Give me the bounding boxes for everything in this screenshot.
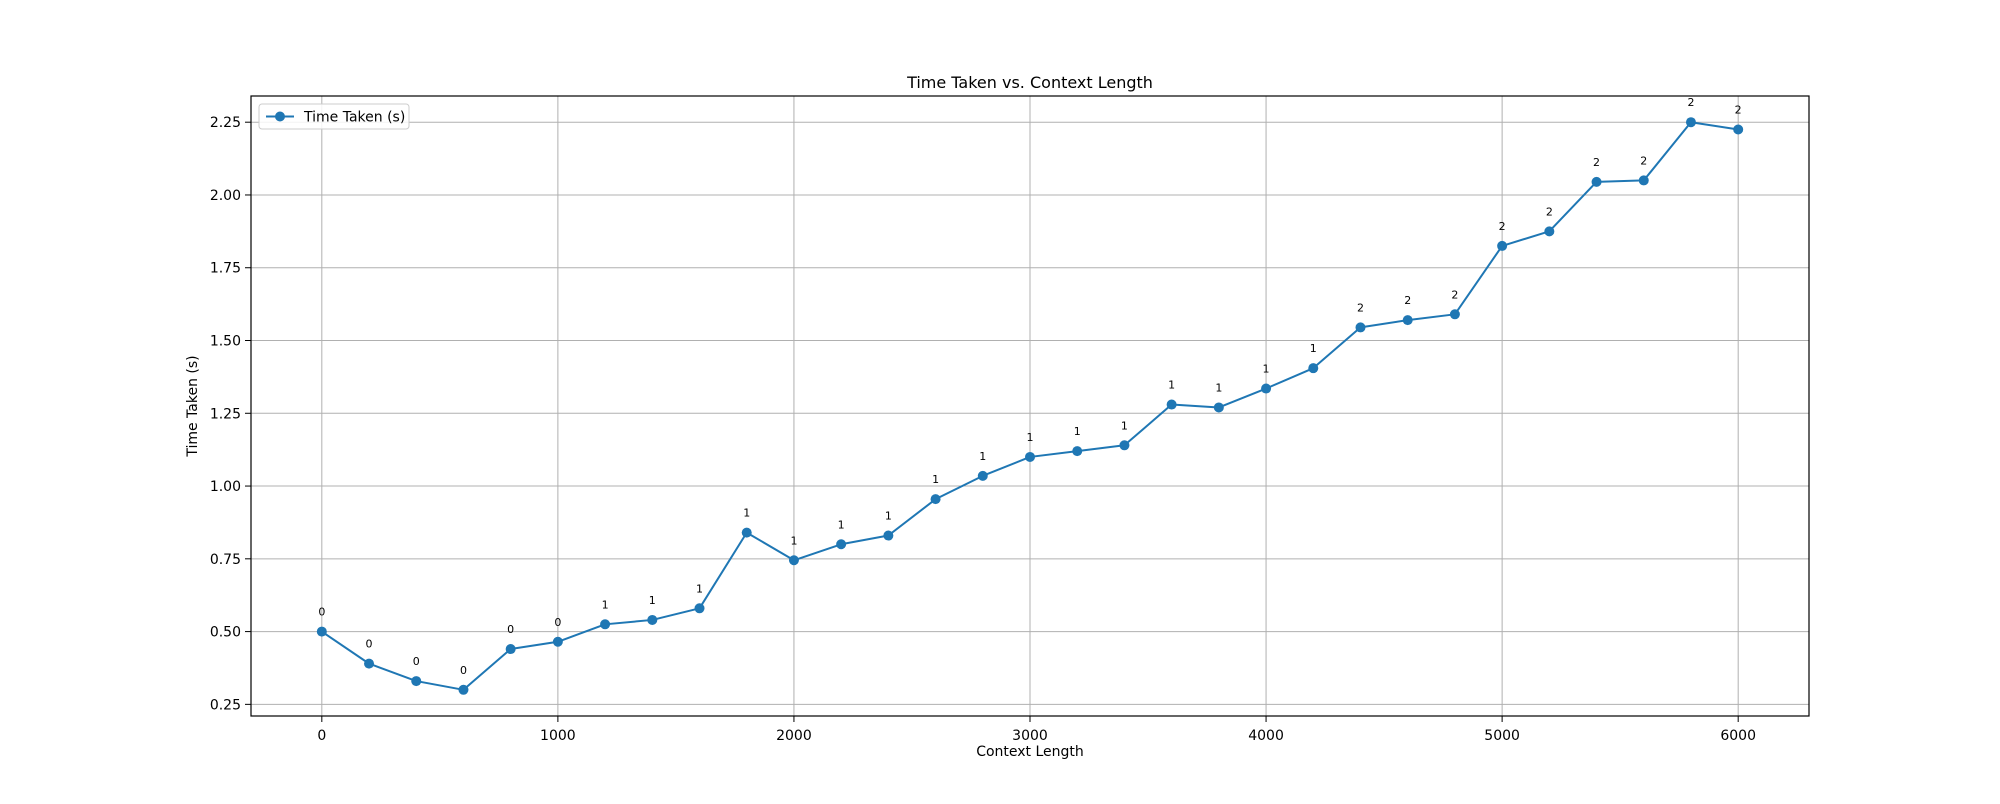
data-point: [1025, 451, 1035, 462]
data-point: [600, 619, 611, 630]
data-point-label: 2: [1640, 154, 1647, 167]
data-point: [1685, 117, 1696, 128]
data-point-label: 2: [1687, 96, 1694, 109]
data-point: [1261, 383, 1272, 394]
data-point-label: 1: [1168, 379, 1175, 392]
data-point-label: 1: [885, 510, 892, 523]
data-point-label: 2: [1593, 156, 1600, 169]
data-point-label: 2: [1451, 288, 1458, 301]
chart-title: Time Taken vs. Context Length: [906, 73, 1153, 92]
y-tick-label: 1.00: [210, 479, 241, 495]
x-axis-label: Context Length: [976, 744, 1084, 760]
y-tick-label: 1.75: [210, 261, 241, 277]
x-tick-label: 3000: [1012, 728, 1048, 744]
y-axis-label: Time Taken (s): [185, 355, 201, 457]
data-point: [741, 527, 752, 538]
data-point-label: 1: [602, 598, 609, 611]
y-tick-label: 0.25: [210, 697, 241, 713]
data-point-label: 1: [1310, 342, 1317, 355]
data-point-label: 1: [790, 534, 797, 547]
data-point-label: 2: [1499, 220, 1506, 233]
legend-label: Time Taken (s): [303, 110, 405, 126]
x-axis-ticks: 0 1000 2000 3000 4000 5000 6000: [317, 716, 1756, 744]
data-point: [1638, 175, 1649, 186]
data-point: [505, 644, 516, 655]
data-point: [316, 626, 327, 637]
data-point: [788, 555, 799, 566]
data-point: [1402, 315, 1413, 326]
data-point: [1308, 363, 1319, 374]
data-point-label: 1: [932, 473, 939, 486]
data-point: [883, 530, 894, 541]
data-point: [1733, 124, 1744, 135]
data-point: [1591, 176, 1602, 187]
data-point: [458, 684, 469, 695]
y-tick-label: 2.00: [210, 188, 241, 204]
y-axis-ticks: 0.25 0.50 0.75 1.00 1.25 1.50 1.75 2.00 2.25: [210, 115, 251, 713]
data-point: [1166, 399, 1177, 410]
data-point: [1355, 322, 1366, 333]
x-tick-label: 0: [317, 728, 326, 744]
data-point-label: 1: [1215, 381, 1222, 394]
data-point-label: 2: [1735, 103, 1742, 116]
legend-marker-icon: [275, 111, 285, 122]
data-point: [836, 539, 847, 550]
data-point-label: 1: [743, 507, 750, 520]
y-tick-label: 0.50: [210, 625, 241, 641]
data-point-labels: 0 0 0 0 0 0 1 1 1 1 1 1 1 1 1 1 1 1 1 1 1 1 2 2 2 2 2 2 2 2 2: [318, 96, 1741, 677]
data-points: [316, 117, 1744, 695]
data-point-label: 0: [318, 606, 325, 619]
grid: [251, 96, 1809, 716]
data-point-label: 1: [1074, 425, 1081, 438]
y-tick-label: 0.75: [210, 552, 241, 568]
x-tick-label: 4000: [1248, 728, 1284, 744]
data-point-label: 1: [1263, 363, 1270, 376]
data-point-label: 2: [1546, 205, 1553, 218]
data-point: [1072, 446, 1083, 457]
x-tick-label: 6000: [1720, 728, 1756, 744]
data-point: [552, 636, 563, 647]
data-point-label: 0: [460, 664, 467, 677]
data-point: [411, 676, 422, 687]
x-tick-label: 1000: [540, 728, 576, 744]
data-point-label: 1: [696, 582, 703, 595]
data-point: [647, 614, 658, 625]
data-point: [1544, 226, 1555, 237]
data-point: [364, 658, 375, 669]
data-point-label: 1: [1121, 419, 1128, 432]
data-point: [977, 470, 988, 481]
data-point-label: 0: [507, 623, 514, 636]
y-tick-label: 1.25: [210, 406, 241, 422]
data-point-label: 0: [366, 638, 373, 651]
y-tick-label: 2.25: [210, 115, 241, 131]
data-point-label: 1: [1027, 431, 1034, 444]
y-tick-label: 1.50: [210, 334, 241, 350]
data-point: [930, 494, 941, 505]
data-point-label: 0: [554, 616, 561, 629]
x-tick-label: 5000: [1484, 728, 1520, 744]
data-point-label: 1: [649, 594, 656, 607]
data-point: [1497, 240, 1508, 251]
legend-box: [258, 103, 410, 130]
data-point-label: 1: [979, 450, 986, 463]
x-tick-label: 2000: [776, 728, 812, 744]
data-point-label: 2: [1404, 294, 1411, 307]
data-point: [694, 603, 705, 614]
data-point: [1213, 402, 1224, 413]
data-point: [1119, 440, 1130, 451]
legend: Time Taken (s): [258, 103, 410, 130]
data-point-label: 2: [1357, 301, 1364, 314]
data-point: [1449, 309, 1460, 320]
data-point-label: 0: [413, 655, 420, 668]
data-point-label: 1: [838, 518, 845, 531]
